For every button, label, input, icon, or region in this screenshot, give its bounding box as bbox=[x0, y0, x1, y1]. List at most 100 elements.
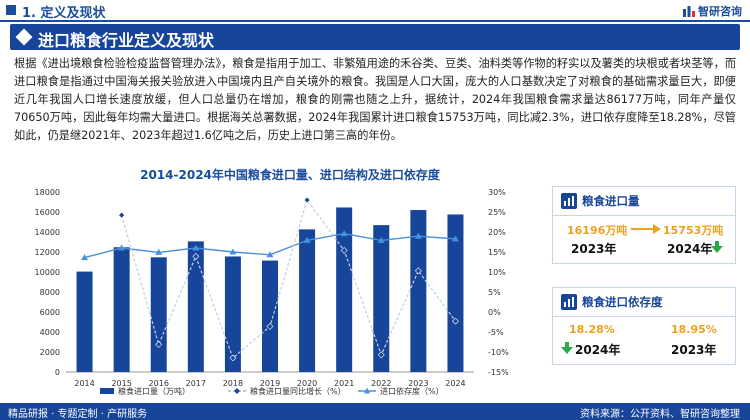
y-right-tick-label: 15% bbox=[488, 248, 506, 257]
panel-title: 粮食进口量 bbox=[582, 194, 640, 208]
bar bbox=[113, 247, 130, 372]
arrow-right-icon bbox=[631, 224, 661, 234]
y-right-tick-label: 5% bbox=[488, 288, 501, 297]
y-right-tick-label: 0% bbox=[488, 308, 501, 317]
bar bbox=[150, 257, 167, 372]
growth-point bbox=[155, 340, 163, 348]
dependency-point bbox=[303, 236, 311, 243]
y-left-tick-label: 10000 bbox=[35, 268, 60, 277]
chart-icon bbox=[561, 193, 577, 209]
growth-line bbox=[121, 198, 456, 360]
dependency-point bbox=[192, 244, 200, 251]
legend-bar-label: 粮食进口量（万吨） bbox=[118, 386, 190, 396]
bar bbox=[373, 225, 390, 372]
x-tick-label: 2014 bbox=[74, 379, 94, 388]
legend-growth-marker bbox=[234, 388, 240, 394]
arrow-down-icon bbox=[711, 241, 723, 253]
bar bbox=[336, 207, 353, 372]
bar bbox=[262, 260, 278, 372]
header-divider bbox=[0, 20, 750, 22]
growth-point bbox=[266, 322, 274, 330]
section-title: 1. 定义及现状 bbox=[22, 6, 106, 21]
footer-tagline: 精品研报 · 专题定制 · 产研服务 bbox=[8, 409, 148, 420]
x-tick-label: 2023 bbox=[408, 379, 428, 388]
y-right-tick-label: -5% bbox=[488, 328, 504, 337]
y-left-tick-label: 16000 bbox=[35, 208, 60, 217]
y-right-tick-label: 25% bbox=[488, 208, 506, 217]
dependency-point bbox=[340, 230, 348, 237]
growth-point bbox=[303, 196, 311, 204]
import-2024-year: 2024年 bbox=[667, 242, 713, 256]
dependency-2024-value: 18.28% bbox=[569, 323, 615, 336]
y-left-tick-label: 4000 bbox=[40, 328, 60, 337]
y-left-tick-label: 0 bbox=[55, 368, 60, 377]
footer-bar: 精品研报 · 专题定制 · 产研服务 资料来源：公开资料、智研咨询整理 bbox=[0, 403, 750, 420]
y-right-tick-label: -15% bbox=[488, 368, 509, 377]
dependency-point bbox=[451, 235, 459, 242]
import-2023-year: 2023年 bbox=[571, 242, 617, 256]
x-tick-label: 2016 bbox=[149, 379, 169, 388]
dependency-point bbox=[377, 236, 385, 243]
banner-diamond-icon bbox=[15, 28, 33, 46]
import-2023-value: 16196万吨 bbox=[567, 224, 628, 237]
x-tick-label: 2021 bbox=[334, 379, 354, 388]
y-left-tick-label: 14000 bbox=[35, 228, 60, 237]
y-left-tick-label: 6000 bbox=[40, 308, 60, 317]
brand-logo: 智研咨询 bbox=[683, 3, 742, 19]
dependency-point bbox=[229, 248, 237, 255]
growth-point bbox=[229, 354, 237, 362]
dependency-point bbox=[155, 248, 163, 255]
y-left-tick-label: 18000 bbox=[35, 188, 60, 197]
import-2024-value: 15753万吨 bbox=[663, 224, 724, 237]
title-banner: 进口粮食行业定义及现状 bbox=[10, 24, 740, 50]
y-right-tick-label: -10% bbox=[488, 348, 509, 357]
panel-import-volume: 粮食进口量 16196万吨 2023年 15753万吨 2024年 bbox=[552, 186, 736, 264]
panel-header: 粮食进口量 bbox=[561, 193, 640, 209]
legend-growth-label: 粮食进口量同比增长（%） bbox=[250, 386, 346, 396]
bar bbox=[410, 210, 427, 372]
intro-paragraph: 根据《进出境粮食检验检疫监督管理办法》，粮食是指用于加工、非繁殖用途的禾谷类、豆… bbox=[14, 57, 736, 142]
arrow-down-icon bbox=[561, 342, 573, 354]
x-tick-label: 2018 bbox=[223, 379, 243, 388]
banner-title: 进口粮食行业定义及现状 bbox=[38, 31, 215, 50]
x-tick-label: 2024 bbox=[445, 379, 465, 388]
panel-header: 粮食进口依存度 bbox=[561, 294, 663, 310]
dependency-point bbox=[266, 251, 274, 258]
growth-point bbox=[414, 267, 422, 275]
y-left-tick-label: 12000 bbox=[35, 248, 60, 257]
dependency-2023-year: 2023年 bbox=[671, 343, 717, 357]
panel-title: 粮食进口依存度 bbox=[582, 295, 663, 309]
x-tick-label: 2015 bbox=[111, 379, 131, 388]
top-bar: 1. 定义及现状 智研咨询 bbox=[0, 0, 750, 22]
y-right-tick-label: 20% bbox=[488, 228, 506, 237]
panel-divider bbox=[553, 215, 735, 216]
growth-point bbox=[192, 252, 200, 260]
chart-title: 2014-2024年中国粮食进口量、进口结构及进口依存度 bbox=[140, 168, 440, 182]
logo-text: 智研咨询 bbox=[698, 5, 742, 18]
section-marker-icon bbox=[6, 5, 16, 15]
y-right-tick-label: 10% bbox=[488, 268, 506, 277]
x-tick-label: 2020 bbox=[297, 379, 317, 388]
logo-icon bbox=[683, 6, 695, 17]
dependency-point bbox=[118, 244, 126, 251]
bar bbox=[76, 271, 93, 372]
x-tick-label: 2022 bbox=[371, 379, 391, 388]
dependency-point bbox=[81, 254, 89, 261]
dependency-point bbox=[414, 232, 422, 239]
growth-point bbox=[340, 246, 348, 254]
import-chart: 0 2000 4000 6000 8000 10000 12000 14000 16000 180… bbox=[35, 188, 510, 396]
bar bbox=[224, 256, 241, 372]
legend-bar-swatch bbox=[100, 388, 114, 394]
x-tick-label: 2019 bbox=[260, 379, 280, 388]
growth-point bbox=[452, 317, 459, 325]
dependency-2023-value: 18.95% bbox=[671, 323, 717, 336]
y-left-tick-label: 2000 bbox=[40, 348, 60, 357]
y-right-tick-label: 30% bbox=[488, 188, 506, 197]
panel-import-dependency: 粮食进口依存度 18.28% 2024年 18.95% 2023年 bbox=[552, 287, 736, 365]
growth-point bbox=[118, 211, 126, 219]
bar bbox=[187, 241, 204, 372]
bar bbox=[299, 229, 316, 372]
x-tick-label: 2017 bbox=[186, 379, 206, 388]
legend-dependency-label: 进口依存度（%） bbox=[380, 386, 444, 396]
footer-source: 资料来源：公开资料、智研咨询整理 bbox=[580, 409, 740, 420]
